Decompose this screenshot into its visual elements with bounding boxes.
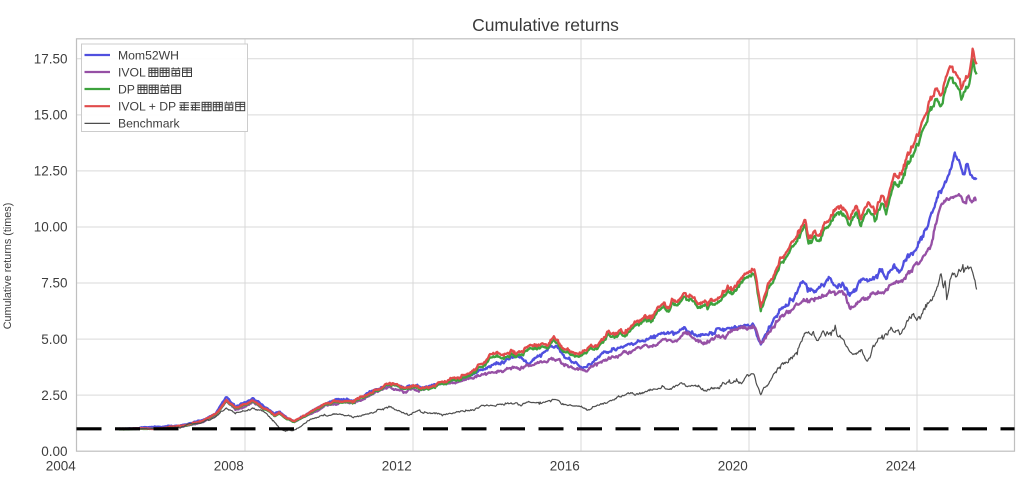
svg-text:Cumulative returns: Cumulative returns xyxy=(472,15,619,35)
svg-text:2008: 2008 xyxy=(214,459,244,474)
svg-text:7.50: 7.50 xyxy=(41,276,67,291)
svg-text:IVOL: IVOL xyxy=(118,65,146,79)
svg-text:15.00: 15.00 xyxy=(34,108,68,123)
svg-text:0.00: 0.00 xyxy=(41,444,67,459)
svg-text:5.00: 5.00 xyxy=(41,332,67,347)
svg-text:10.00: 10.00 xyxy=(34,220,68,235)
svg-text:12.50: 12.50 xyxy=(34,164,68,179)
svg-text:2020: 2020 xyxy=(718,459,748,474)
svg-text:2024: 2024 xyxy=(886,459,917,474)
svg-text:2016: 2016 xyxy=(550,459,580,474)
svg-text:2012: 2012 xyxy=(382,459,412,474)
svg-text:17.50: 17.50 xyxy=(34,52,68,67)
svg-text:2.50: 2.50 xyxy=(41,388,67,403)
svg-text:Mom52WH: Mom52WH xyxy=(118,48,179,62)
svg-text:2004: 2004 xyxy=(46,459,77,474)
svg-text:DP: DP xyxy=(118,82,135,96)
svg-text:IVOL + DP: IVOL + DP xyxy=(118,100,176,114)
svg-text:Benchmark: Benchmark xyxy=(118,117,181,131)
svg-text:Cumulative returns (times): Cumulative returns (times) xyxy=(2,203,14,330)
